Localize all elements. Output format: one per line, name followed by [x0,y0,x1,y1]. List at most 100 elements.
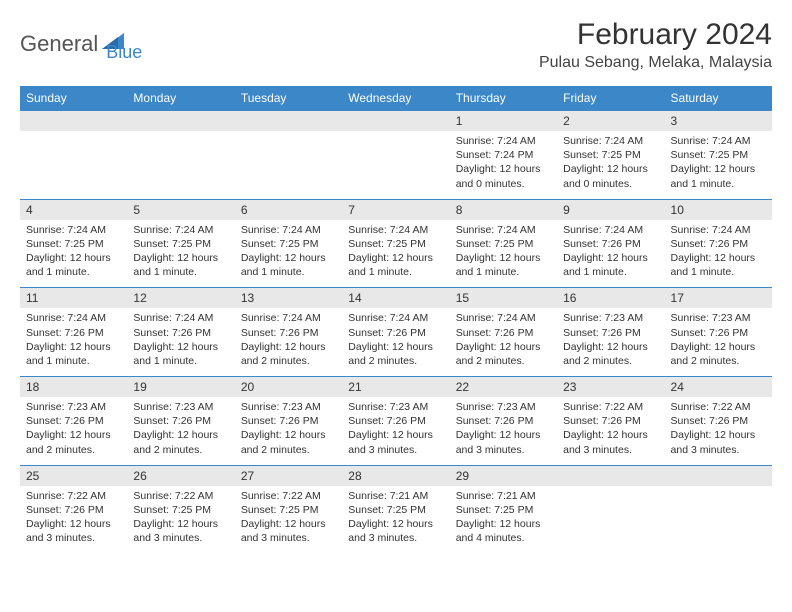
day-number-row: 45678910 [20,199,772,220]
daylight-text: Daylight: 12 hours and 2 minutes. [26,429,111,455]
day-detail-cell: Sunrise: 7:24 AMSunset: 7:26 PMDaylight:… [20,308,127,376]
day-detail-cell: Sunrise: 7:21 AMSunset: 7:25 PMDaylight:… [450,486,557,554]
day-number-cell [235,111,342,132]
day-number-row: 11121314151617 [20,288,772,309]
day-detail-cell: Sunrise: 7:24 AMSunset: 7:26 PMDaylight:… [342,308,449,376]
weekday-header: Monday [127,86,234,111]
day-detail-row: Sunrise: 7:24 AM Sunset: 7:25 PM Daylight:… [20,220,772,288]
logo-text-blue: Blue [106,42,142,63]
day-number-cell: 23 [557,377,664,398]
sunset-text: Sunset: 7:25 PM [241,238,319,250]
day-number-cell: 11 [20,288,127,309]
daylight-text: Daylight: 12 hours and 2 minutes. [671,341,756,367]
sunrise-text: Sunrise: 7:21 AM [348,490,428,502]
daylight-text: Daylight: 12 hours and 4 minutes. [456,518,541,544]
daylight-text: Daylight: 12 hours and 2 minutes. [241,341,326,367]
day-detail-cell: Sunrise: 7:22 AMSunset: 7:26 PMDaylight:… [20,486,127,554]
sunrise-text: Sunrise: 7:24 AM [456,312,536,324]
day-detail-cell [557,486,664,554]
day-number-cell [557,465,664,486]
day-number-cell: 8 [450,199,557,220]
sunset-text: Sunset: 7:26 PM [456,327,534,339]
sunrise-text: Sunrise: 7:23 AM [133,401,213,413]
day-detail-cell [665,486,772,554]
day-detail-cell: Sunrise: 7:24 AM Sunset: 7:24 PM Daylight:… [450,131,557,199]
weekday-header: Thursday [450,86,557,111]
daylight-text: Daylight: 12 hours and 2 minutes. [456,341,541,367]
day-detail-cell: Sunrise: 7:24 AMSunset: 7:25 PMDaylight:… [342,220,449,288]
day-detail-row: Sunrise: 7:22 AM Sunset: 7:26 PM Daylight:… [20,486,772,554]
day-detail-cell: Sunrise: 7:24 AMSunset: 7:25 PMDaylight:… [557,131,664,199]
daylight-text: Daylight: 12 hours and 0 minutes. [456,163,541,189]
day-number-cell: 16 [557,288,664,309]
calendar-body: 123 Sunrise: 7:24 AMSunset: 7:24 PMDayli… [20,111,772,554]
day-number-cell: 28 [342,465,449,486]
sunset-text: Sunset: 7:26 PM [563,415,641,427]
sunset-text: Sunset: 7:26 PM [26,415,104,427]
day-detail-cell: Sunrise: 7:22 AMSunset: 7:26 PMDaylight:… [665,397,772,465]
day-detail-cell: Sunrise: 7:24 AMSunset: 7:26 PMDaylight:… [127,308,234,376]
sunset-text: Sunset: 7:26 PM [348,327,426,339]
day-number-cell: 15 [450,288,557,309]
daylight-text: Daylight: 12 hours and 3 minutes. [26,518,111,544]
day-number-cell: 25 [20,465,127,486]
sunset-text: Sunset: 7:26 PM [348,415,426,427]
sunrise-text: Sunrise: 7:22 AM [563,401,643,413]
day-number-cell: 2 [557,111,664,132]
day-number-cell [127,111,234,132]
weekday-header: Saturday [665,86,772,111]
sunset-text: Sunset: 7:26 PM [671,238,749,250]
sunset-text: Sunset: 7:26 PM [563,327,641,339]
daylight-text: Daylight: 12 hours and 3 minutes. [133,518,218,544]
sunrise-text: Sunrise: 7:24 AM [456,135,536,147]
sunset-text: Sunset: 7:25 PM [241,504,319,516]
month-title: February 2024 [539,18,772,52]
day-number-cell: 5 [127,199,234,220]
day-number-cell [20,111,127,132]
sunrise-text: Sunrise: 7:24 AM [241,312,321,324]
day-number-cell: 22 [450,377,557,398]
daylight-text: Daylight: 12 hours and 3 minutes. [241,518,326,544]
sunset-text: Sunset: 7:26 PM [26,504,104,516]
day-detail-row: Sunrise: 7:23 AM Sunset: 7:26 PM Daylight:… [20,397,772,465]
daylight-text: Daylight: 12 hours and 3 minutes. [563,429,648,455]
sunset-text: Sunset: 7:26 PM [563,238,641,250]
day-detail-cell: Sunrise: 7:23 AM Sunset: 7:26 PM Daylight:… [665,308,772,376]
day-detail-row: Sunrise: 7:24 AM Sunset: 7:24 PM Daylight:… [20,131,772,199]
sunset-text: Sunset: 7:24 PM [456,149,534,161]
sunset-text: Sunset: 7:26 PM [671,327,749,339]
daylight-text: Daylight: 12 hours and 1 minute. [456,252,541,278]
day-detail-cell: Sunrise: 7:24 AMSunset: 7:26 PMDaylight:… [665,220,772,288]
day-number-cell: 19 [127,377,234,398]
day-detail-cell: Sunrise: 7:24 AM Sunset: 7:26 PM Daylight:… [450,308,557,376]
sunrise-text: Sunrise: 7:24 AM [671,135,751,147]
sunset-text: Sunset: 7:26 PM [241,415,319,427]
sunset-text: Sunset: 7:25 PM [26,238,104,250]
location: Pulau Sebang, Melaka, Malaysia [539,54,772,72]
weekday-header: Sunday [20,86,127,111]
day-detail-cell: Sunrise: 7:24 AMSunset: 7:25 PMDaylight:… [665,131,772,199]
day-detail-cell [235,131,342,199]
sunset-text: Sunset: 7:26 PM [456,415,534,427]
logo-text-general: General [20,31,98,57]
day-number-row: 18192021222324 [20,377,772,398]
sunrise-text: Sunrise: 7:24 AM [133,224,213,236]
day-number-cell: 12 [127,288,234,309]
day-number-cell [665,465,772,486]
sunrise-text: Sunrise: 7:24 AM [456,224,536,236]
day-number-cell: 21 [342,377,449,398]
sunrise-text: Sunrise: 7:24 AM [348,224,428,236]
sunrise-text: Sunrise: 7:22 AM [241,490,321,502]
logo: General Blue [20,24,142,63]
day-detail-cell: Sunrise: 7:24 AMSunset: 7:25 PMDaylight:… [235,220,342,288]
sunrise-text: Sunrise: 7:24 AM [563,224,643,236]
day-number-cell: 17 [665,288,772,309]
sunrise-text: Sunrise: 7:21 AM [456,490,536,502]
sunrise-text: Sunrise: 7:23 AM [241,401,321,413]
day-detail-cell: Sunrise: 7:23 AMSunset: 7:26 PMDaylight:… [127,397,234,465]
weekday-header: Friday [557,86,664,111]
sunrise-text: Sunrise: 7:23 AM [671,312,751,324]
day-detail-cell: Sunrise: 7:23 AMSunset: 7:26 PMDaylight:… [450,397,557,465]
day-detail-cell: Sunrise: 7:23 AMSunset: 7:26 PMDaylight:… [20,397,127,465]
day-number-cell: 7 [342,199,449,220]
